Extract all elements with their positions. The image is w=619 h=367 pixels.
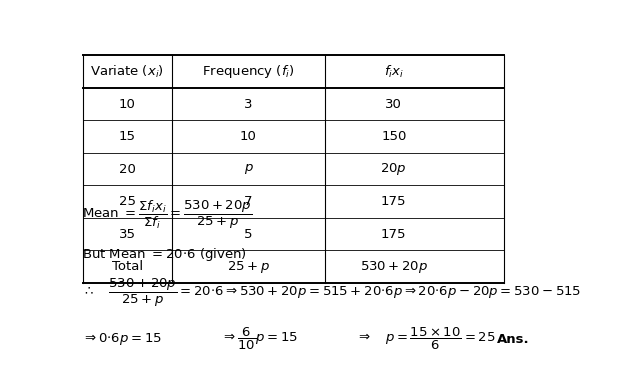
Text: Ans.: Ans. [497, 333, 530, 346]
Text: 25: 25 [119, 195, 136, 208]
Text: 35: 35 [119, 228, 136, 241]
Text: But Mean $= 20{\cdot}6$ (given): But Mean $= 20{\cdot}6$ (given) [82, 246, 247, 263]
Text: Variate ($x_i$): Variate ($x_i$) [90, 63, 164, 80]
Text: $p$: $p$ [243, 162, 253, 176]
Text: $\Rightarrow \dfrac{6}{10}p = 15$: $\Rightarrow \dfrac{6}{10}p = 15$ [222, 326, 298, 352]
Text: Frequency ($f_i$): Frequency ($f_i$) [202, 63, 295, 80]
Text: $f_ix_i$: $f_ix_i$ [384, 63, 404, 80]
Text: 7: 7 [245, 195, 253, 208]
Text: $\Rightarrow \quad p = \dfrac{15\times10}{6} = 25$: $\Rightarrow \quad p = \dfrac{15\times10… [355, 326, 495, 352]
Text: Mean $= \dfrac{\Sigma f_i x_i}{\Sigma f_i} = \dfrac{530+20p}{25+p}$: Mean $= \dfrac{\Sigma f_i x_i}{\Sigma f_… [82, 199, 252, 231]
Text: $530 + 20p$: $530 + 20p$ [360, 259, 428, 275]
Text: 10: 10 [240, 130, 257, 143]
Text: 20: 20 [119, 163, 136, 175]
Text: $20p$: $20p$ [381, 161, 407, 177]
Text: 15: 15 [119, 130, 136, 143]
Text: 5: 5 [245, 228, 253, 241]
Text: 10: 10 [119, 98, 136, 110]
Text: 30: 30 [386, 98, 402, 110]
Text: 175: 175 [381, 228, 407, 241]
Text: $\therefore \quad \dfrac{530+20p}{25+p} = 20{\cdot}6 \Rightarrow 530+20p = 515+2: $\therefore \quad \dfrac{530+20p}{25+p} … [82, 277, 581, 309]
Text: 150: 150 [381, 130, 407, 143]
Text: 3: 3 [245, 98, 253, 110]
Text: $\Rightarrow 0{\cdot}6p = 15$: $\Rightarrow 0{\cdot}6p = 15$ [82, 331, 162, 347]
Text: $25 + p$: $25 + p$ [227, 259, 270, 275]
Text: Total: Total [112, 260, 143, 273]
Text: 175: 175 [381, 195, 407, 208]
